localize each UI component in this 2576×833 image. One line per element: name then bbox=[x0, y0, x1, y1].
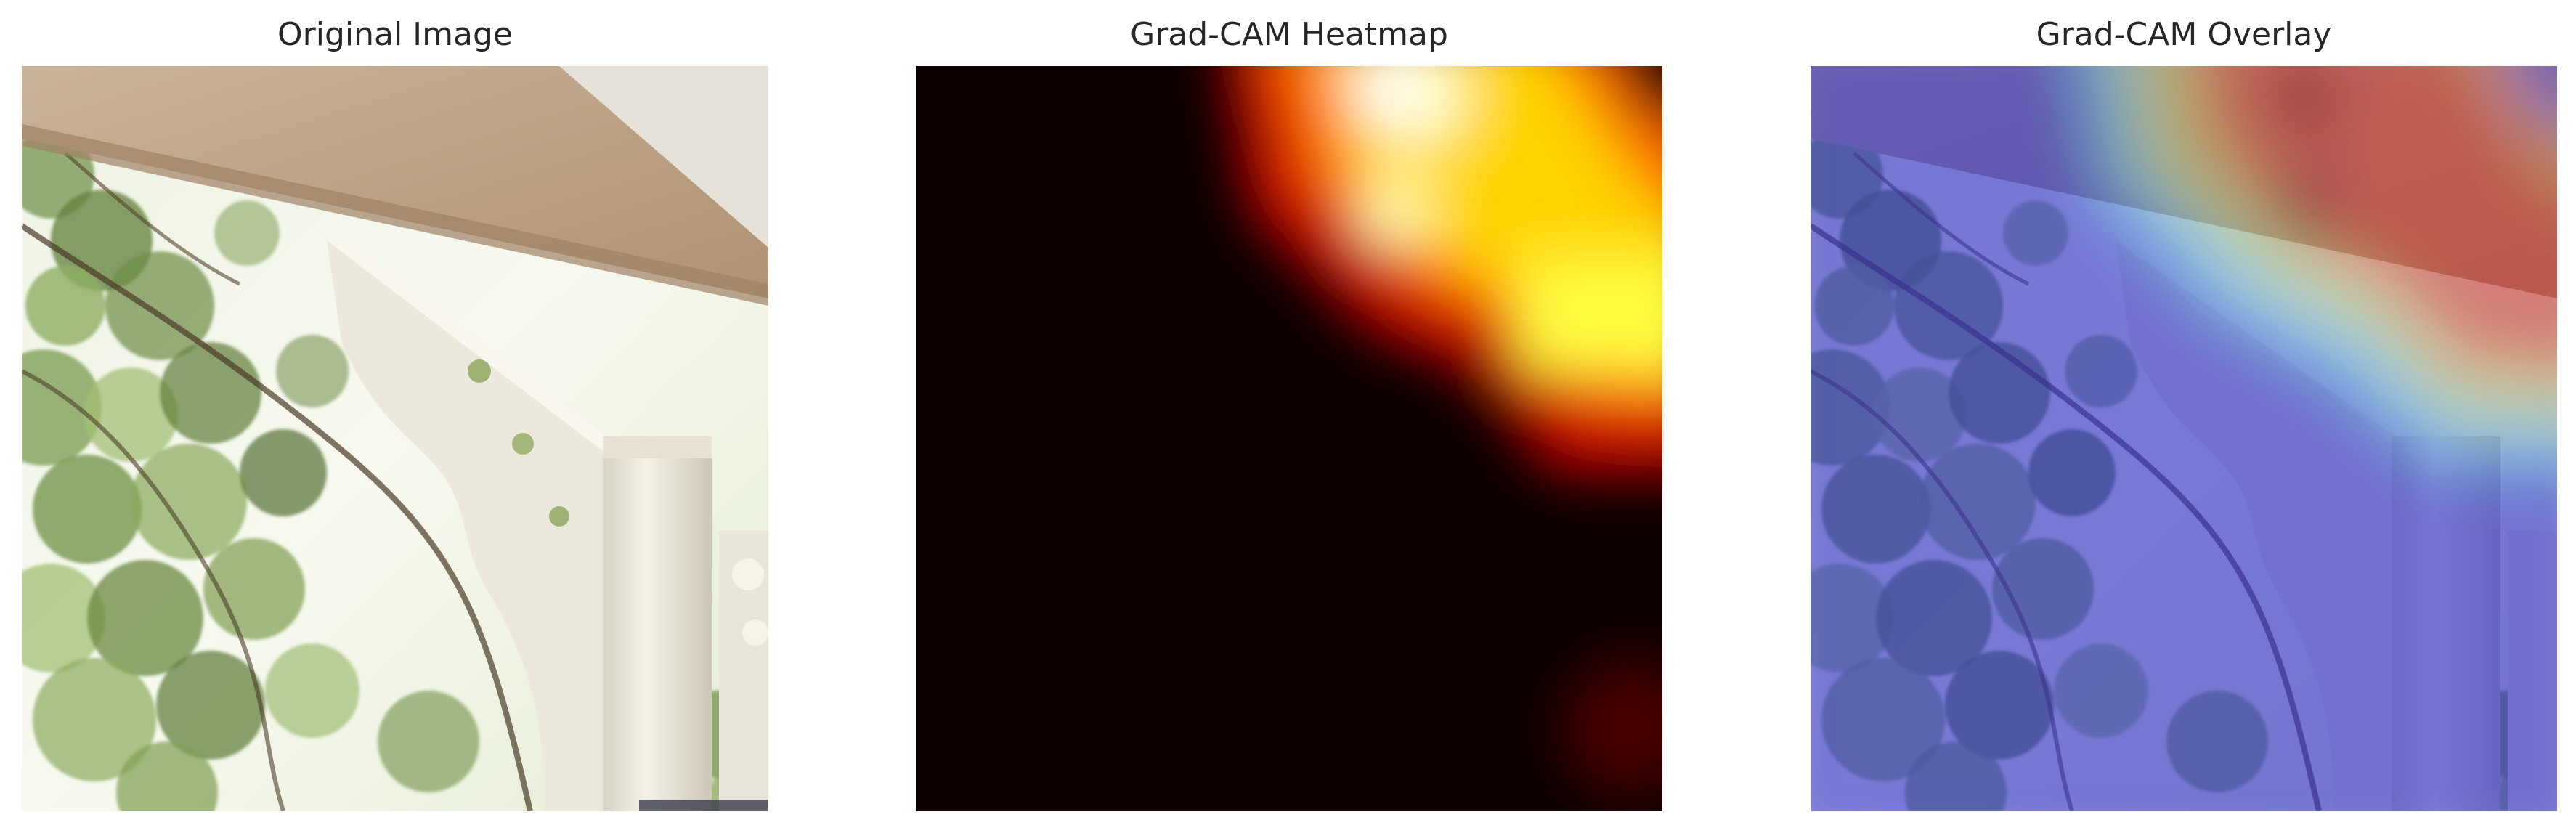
original-image-title: Original Image bbox=[277, 16, 513, 53]
gradcam-overlay-panel bbox=[1811, 66, 2557, 811]
original-image-panel bbox=[22, 66, 768, 811]
gradcam-overlay-title: Grad-CAM Overlay bbox=[2036, 16, 2332, 53]
gradcam-heatmap-title: Grad-CAM Heatmap bbox=[1130, 16, 1448, 53]
original-image bbox=[22, 66, 768, 811]
gradcam-overlay bbox=[1811, 66, 2557, 811]
gradcam-heatmap bbox=[916, 66, 1662, 811]
gradcam-heatmap-panel bbox=[916, 66, 1662, 811]
